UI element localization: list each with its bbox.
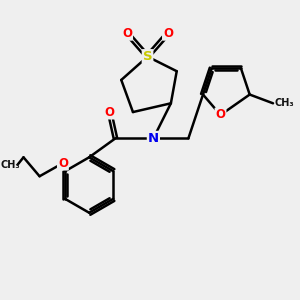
Text: S: S [143, 50, 152, 63]
Text: N: N [148, 132, 159, 145]
Text: O: O [163, 27, 173, 40]
Text: O: O [122, 27, 132, 40]
Text: O: O [215, 109, 226, 122]
Text: CH₃: CH₃ [274, 98, 294, 108]
Text: O: O [58, 157, 68, 169]
Text: O: O [105, 106, 115, 118]
Text: CH₃: CH₃ [1, 160, 20, 170]
